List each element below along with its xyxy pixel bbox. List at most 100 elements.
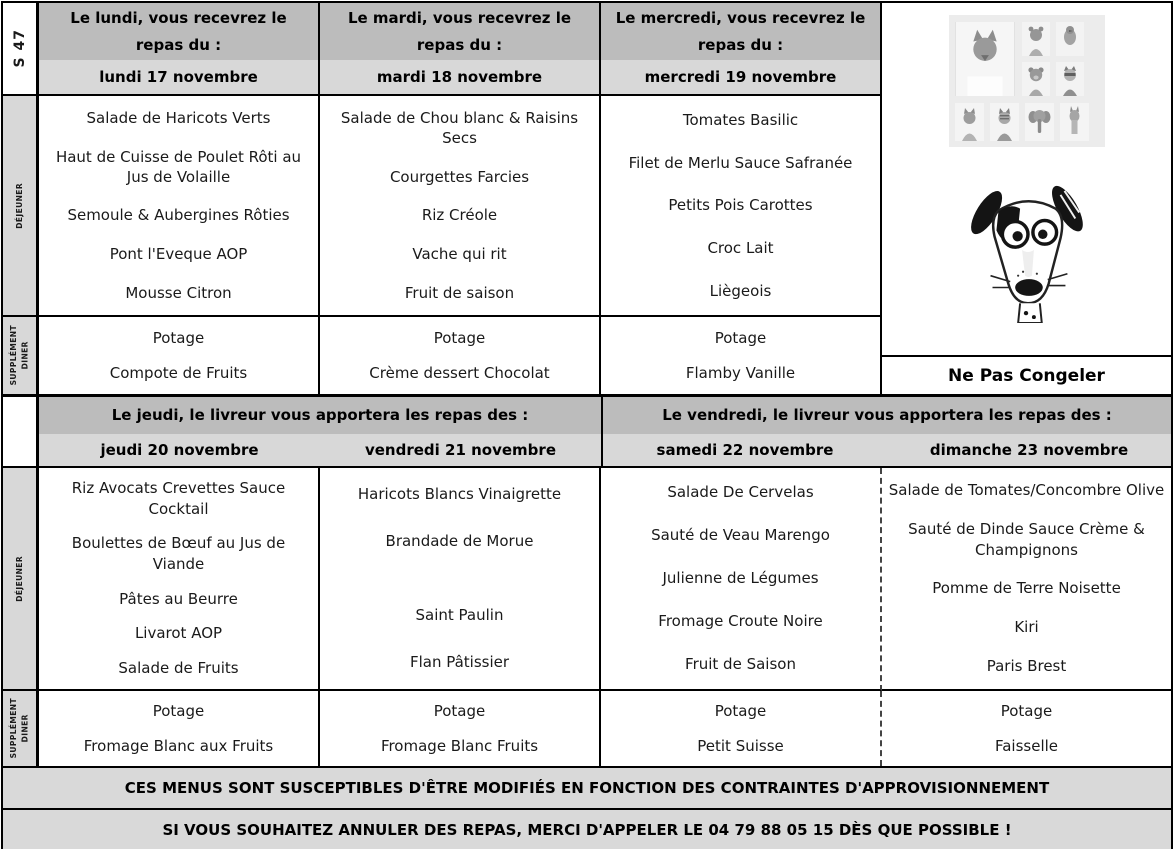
date-friday: vendredi 21 novembre — [364, 441, 556, 459]
supper-tuesday: Potage Crème dessert Chocolat — [320, 317, 601, 394]
lunch-friday: Haricots Blancs Vinaigrette Brandade de … — [320, 468, 601, 691]
lunch-wednesday: Tomates Basilic Filet de Merlu Sauce Saf… — [601, 96, 882, 317]
menu-item: Potage — [714, 328, 767, 347]
lunch-saturday: Salade De Cervelas Sauté de Veau Marengo… — [601, 468, 882, 691]
section-monday-wednesday: S 47 Le lundi, vous recevrez le repas du… — [3, 3, 1171, 397]
date-thursday: jeudi 20 novembre — [100, 441, 259, 459]
supper-friday: Potage Fromage Blanc Fruits — [320, 691, 601, 766]
art-zone — [882, 3, 1171, 355]
menu-item: Pâtes au Beurre — [119, 589, 238, 608]
menu-item: Flamby Vanille — [685, 364, 796, 383]
menu-item: Julienne de Légumes — [662, 569, 819, 588]
photo-elephant-icon — [1024, 103, 1054, 141]
notice-menus-subject-to-change: CES MENUS SONT SUSCEPTIBLES D'ÊTRE MODIF… — [3, 768, 1171, 808]
supper-row-label-cell: SUPPLÉMENT DINER — [3, 317, 39, 394]
date-band-thu-fri: jeudi 20 novembre vendredi 21 novembre — [39, 434, 601, 468]
photo-llama-icon — [1059, 103, 1089, 141]
supper-row-label-cell: SUPPLÉMENT DINER — [3, 691, 39, 766]
date-band-sat-sun: samedi 22 novembre dimanche 23 novembre — [601, 434, 1171, 468]
date-saturday: samedi 22 novembre — [656, 441, 834, 459]
photo-raccoon-icon — [1055, 62, 1084, 96]
header-thursday-group: Le jeudi, le livreur vous apportera les … — [39, 397, 601, 434]
menu-item: Potage — [714, 702, 767, 721]
menu-item: Brandade de Morue — [385, 532, 534, 551]
lunch-monday: Salade de Haricots Verts Haut de Cuisse … — [39, 96, 320, 317]
menu-item: Haricots Blancs Vinaigrette — [357, 485, 562, 504]
menu-item: Pont l'Eveque AOP — [109, 245, 248, 264]
photo-fox-icon — [954, 22, 1015, 96]
menu-item: Haut de Cuisse de Poulet Rôti au Jus de … — [55, 147, 302, 186]
supper-thursday: Potage Fromage Blanc aux Fruits — [39, 691, 320, 766]
menu-item: Potage — [433, 328, 486, 347]
photo-tiger-cat-icon — [989, 103, 1019, 141]
menu-item: Crème dessert Chocolat — [369, 364, 550, 383]
header-tuesday: Le mardi, vous recevrez le repas du : — [320, 3, 601, 60]
menu-item: Salade de Chou blanc & Raisins Secs — [340, 109, 579, 148]
supper-row-label: SUPPLÉMENT DINER — [9, 325, 30, 386]
menu-item: Mousse Citron — [125, 283, 232, 302]
menu-item: Fromage Blanc Fruits — [380, 736, 539, 755]
menu-item: Faisselle — [994, 736, 1059, 755]
menu-item: Potage — [433, 702, 486, 721]
photo-bird-icon — [1055, 22, 1084, 56]
menu-item: Fruit de saison — [404, 283, 515, 302]
notice-cancellation-phone: SI VOUS SOUHAITEZ ANNULER DES REPAS, MER… — [3, 808, 1171, 849]
menu-item: Petit Suisse — [697, 736, 784, 755]
menu-item: Courgettes Farcies — [389, 167, 530, 186]
supper-sunday: Potage Faisselle — [882, 691, 1171, 766]
menu-item: Kiri — [1014, 618, 1039, 637]
date-sunday: dimanche 23 novembre — [929, 441, 1129, 459]
lunch-row-label-cell: DÉJEUNER — [3, 468, 39, 691]
section-thursday-sunday: Le jeudi, le livreur vous apportera les … — [3, 397, 1171, 768]
header-friday-group: Le vendredi, le livreur vous apportera l… — [601, 397, 1171, 434]
menu-item: Saint Paulin — [415, 606, 504, 625]
lunch-sunday: Salade de Tomates/Concombre Olive Sauté … — [882, 468, 1171, 691]
menu-item: Fromage Croute Noire — [658, 612, 823, 631]
header-wednesday: Le mercredi, vous recevrez le repas du : — [601, 3, 882, 60]
menu-item: Paris Brest — [986, 657, 1067, 676]
supper-row-label: SUPPLÉMENT DINER — [9, 698, 30, 759]
week-number-label: S 47 — [11, 29, 28, 68]
do-not-freeze-note: Ne Pas Congeler — [882, 355, 1171, 394]
menu-item: Salade de Fruits — [118, 659, 239, 678]
menu-item: Petits Pois Carottes — [668, 196, 813, 215]
menu-item: Compote de Fruits — [109, 364, 248, 383]
supper-monday: Potage Compote de Fruits — [39, 317, 320, 394]
photo-bear-icon — [1021, 62, 1050, 96]
menu-item: Potage — [152, 328, 205, 347]
menu-item: Livarot AOP — [134, 624, 223, 643]
animal-photo-collage — [948, 15, 1105, 147]
week-number-cell: S 47 — [3, 3, 39, 96]
date-monday: lundi 17 novembre — [39, 60, 320, 96]
menu-item: Salade De Cervelas — [667, 483, 814, 502]
date-tuesday: mardi 18 novembre — [320, 60, 601, 96]
menu-item: Fromage Blanc aux Fruits — [83, 736, 274, 755]
menu-item: Flan Pâtissier — [409, 653, 510, 672]
lunch-row-label-cell: DÉJEUNER — [3, 96, 39, 317]
menu-item: Fruit de Saison — [685, 655, 796, 674]
menu-item: Croc Lait — [707, 238, 774, 257]
lunch-tuesday: Salade de Chou blanc & Raisins Secs Cour… — [320, 96, 601, 317]
photo-cat-icon — [954, 103, 984, 141]
menu-item: Liègeois — [709, 281, 772, 300]
menu-item: Pomme de Terre Noisette — [932, 579, 1121, 598]
header-monday: Le lundi, vous recevrez le repas du : — [39, 3, 320, 60]
supper-saturday: Potage Petit Suisse — [601, 691, 882, 766]
menu-item: Tomates Basilic — [682, 111, 799, 130]
lunch-thursday: Riz Avocats Crevettes Sauce Cocktail Bou… — [39, 468, 320, 691]
menu-item: Semoule & Aubergines Rôties — [67, 206, 290, 225]
date-wednesday: mercredi 19 novembre — [601, 60, 882, 96]
menu-item: Sauté de Veau Marengo — [651, 526, 830, 545]
photo-squirrel-icon — [1021, 22, 1050, 56]
menu-item: Riz Avocats Crevettes Sauce Cocktail — [71, 479, 286, 518]
sidebar-blank-cell — [3, 397, 39, 468]
right-panel: Ne Pas Congeler — [882, 3, 1171, 394]
lunch-row-label: DÉJEUNER — [14, 555, 24, 602]
supper-wednesday: Potage Flamby Vanille — [601, 317, 882, 394]
menu-item: Potage — [1000, 702, 1053, 721]
menu-item: Riz Créole — [421, 206, 498, 225]
menu-item: Sauté de Dinde Sauce Crème & Champignons — [908, 520, 1145, 559]
menu-item: Salade de Tomates/Concombre Olive — [888, 481, 1165, 500]
lunch-row-label: DÉJEUNER — [14, 182, 24, 229]
